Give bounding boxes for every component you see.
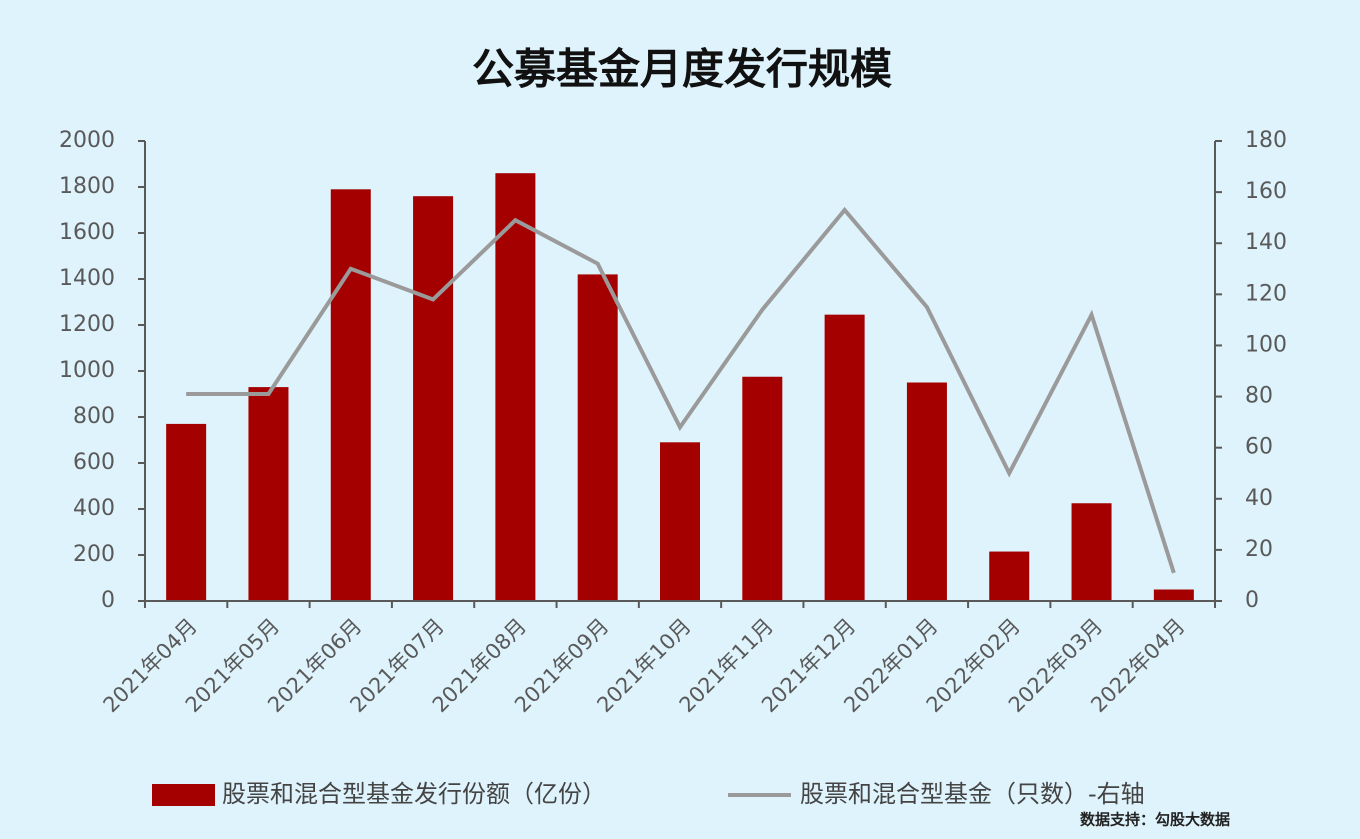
y-tick-label: 1800 [59,174,115,199]
y2-tick-label: 140 [1245,230,1287,255]
y2-tick-label: 0 [1245,588,1259,613]
y-tick-label: 400 [73,496,115,521]
y2-tick-label: 40 [1245,486,1273,511]
line [186,206,1176,574]
y2-tick-label: 80 [1245,384,1273,409]
y2-tick-label: 160 [1245,179,1287,204]
bar [742,376,783,601]
bar [989,551,1030,601]
y-tick-label: 1000 [59,358,115,383]
legend-swatch [152,784,215,806]
y-tick-label: 800 [73,404,115,429]
bar [824,314,865,601]
y2-tick-label: 60 [1245,435,1273,460]
y-tick-label: 200 [73,542,115,567]
bar [1071,503,1112,601]
y2-tick-label: 180 [1245,128,1287,153]
y-tick-label: 2000 [59,128,115,153]
y-tick-label: 1400 [59,266,115,291]
y-tick-label: 600 [73,450,115,475]
bar [330,189,371,602]
bar [906,382,947,601]
y-tick-label: 1600 [59,220,115,245]
bar [166,423,207,601]
bar [1153,589,1194,601]
legend-label: 股票和混合型基金（只数）-右轴 [800,780,1145,808]
y2-tick-label: 20 [1245,537,1273,562]
bar [577,274,618,601]
y-tick-label: 1200 [59,312,115,337]
bar [248,387,289,601]
bar [660,442,700,601]
source: 数据支持：勾股大数据 [1080,811,1230,829]
legend-label: 股票和混合型基金发行份额（亿份） [222,780,606,808]
y2-tick-label: 100 [1245,332,1287,357]
y2-tick-label: 120 [1245,281,1287,306]
bar [495,173,536,601]
bar [413,196,454,601]
chart-title: 公募基金月度发行规模 [472,45,892,94]
y-tick-label: 0 [101,588,115,613]
